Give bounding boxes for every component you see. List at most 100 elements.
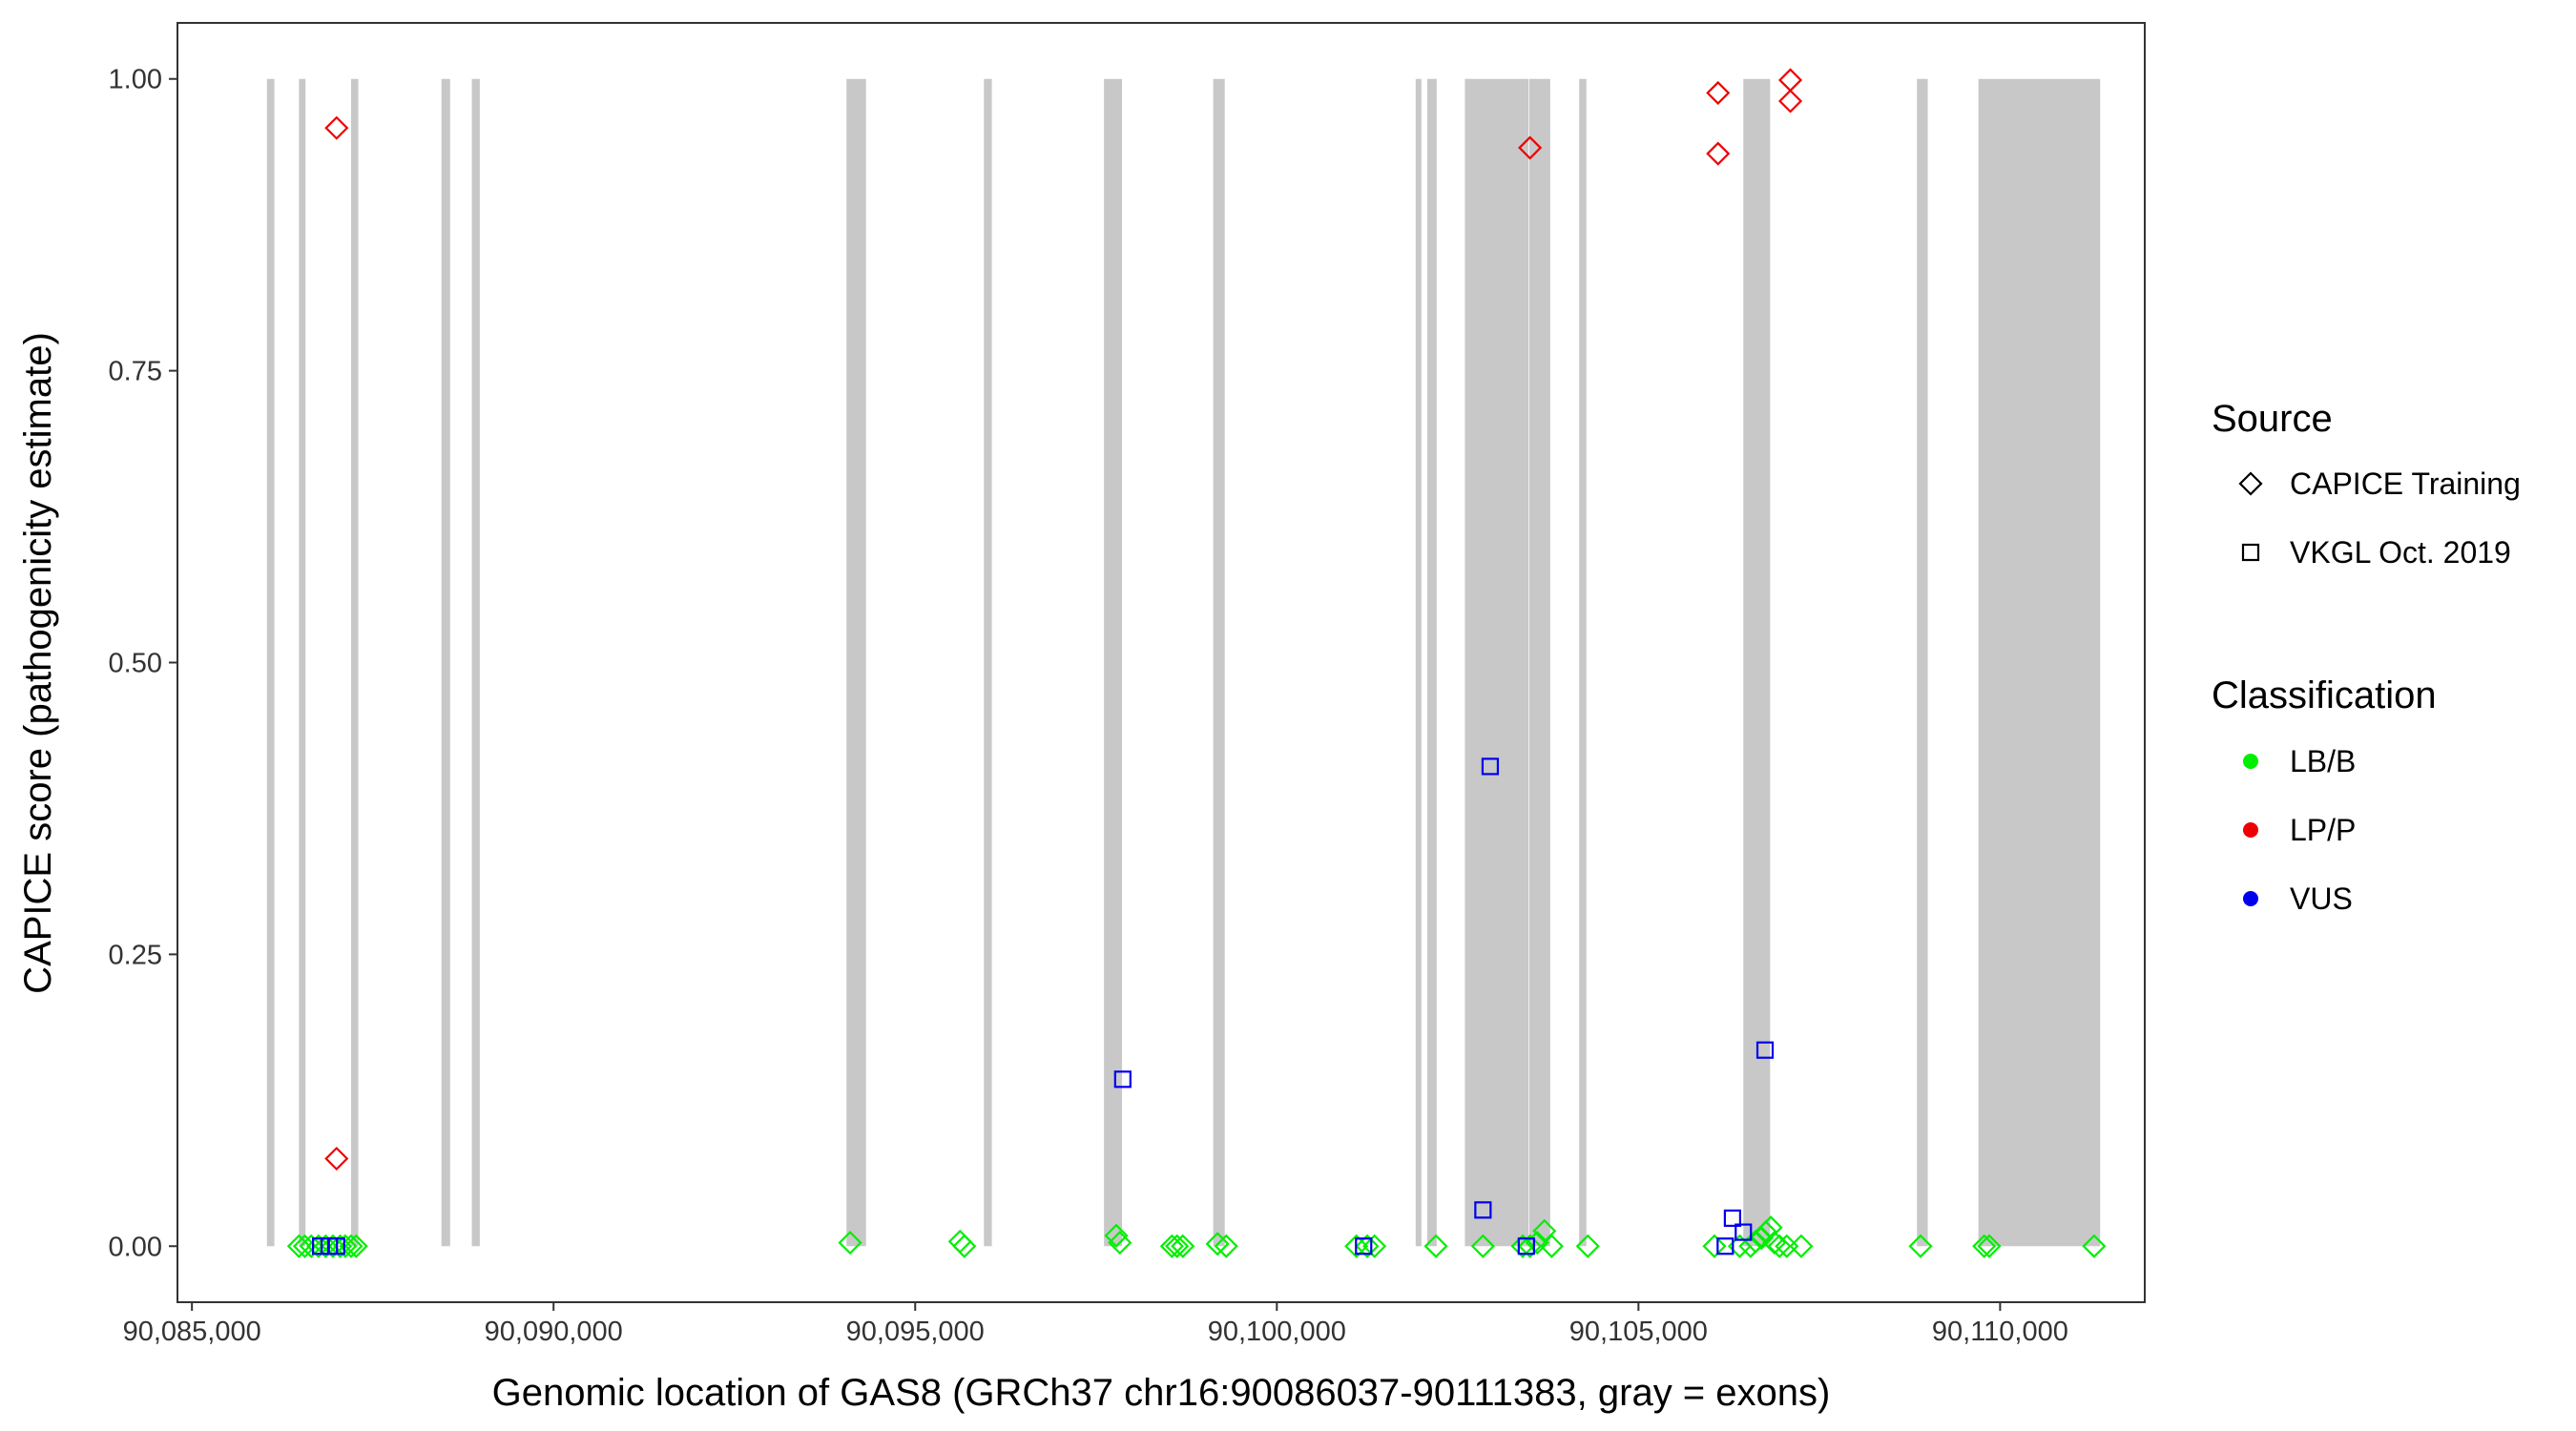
exon-band xyxy=(984,78,992,1247)
lbb-diamond-point xyxy=(1762,1231,1787,1255)
lbb-diamond-point xyxy=(1423,1234,1448,1258)
y-tick-label: 0.00 xyxy=(109,1232,162,1262)
lpp-diamond-point xyxy=(324,115,349,140)
lbb-diamond-point xyxy=(1775,1234,1799,1258)
exon-band xyxy=(1213,78,1225,1247)
lbb-diamond-point xyxy=(1977,1234,2002,1258)
y-axis: 0.00 0.25 0.50 0.75 1.00 xyxy=(109,65,177,1262)
legend-label-classification: VUS xyxy=(2290,881,2353,916)
lpp-diamond-point xyxy=(1777,68,1803,93)
lbb-diamond-point xyxy=(1470,1234,1495,1258)
x-tick-label: 90,095,000 xyxy=(846,1317,985,1347)
exon-band xyxy=(350,78,359,1247)
lpp-diamond-point xyxy=(1777,89,1803,114)
x-tick-label: 90,110,000 xyxy=(1932,1317,2068,1347)
lbb-diamond-point xyxy=(1758,1215,1783,1240)
vus-square-point xyxy=(1723,1209,1741,1228)
vus-square-point xyxy=(327,1237,345,1255)
lpp-diamond-point xyxy=(1518,135,1543,160)
lbb-diamond-point xyxy=(328,1234,353,1258)
lbb-diamond-point xyxy=(1362,1234,1387,1258)
exon-band xyxy=(1528,78,1550,1247)
lbb-diamond-point xyxy=(1575,1234,1600,1258)
exon-band xyxy=(299,78,306,1247)
exon-band xyxy=(471,78,480,1247)
vus-square-point xyxy=(1474,1201,1492,1219)
vus-square-point xyxy=(1481,757,1500,776)
lbb-diamond-point xyxy=(1510,1234,1535,1258)
x-axis-title: Genomic location of GAS8 (GRCh37 chr16:9… xyxy=(492,1372,1831,1414)
lpp-diamond-point xyxy=(1706,80,1731,105)
y-tick-label: 0.50 xyxy=(109,649,162,679)
lpp-diamond-point xyxy=(324,1146,349,1172)
y-axis-title: CAPICE score (pathogenicity estimate) xyxy=(17,332,59,994)
exon-band xyxy=(266,78,275,1247)
legend-class-items: LB/B LP/P VUS xyxy=(2243,744,2356,916)
legend: Source CAPICE Training VKGL Oct. 2019 Cla… xyxy=(2212,398,2521,916)
vus-square-point xyxy=(1113,1070,1132,1089)
lbb-diamond-point xyxy=(1767,1234,1792,1258)
lbb-diamond-point xyxy=(1355,1234,1380,1258)
lbb-diamond-point xyxy=(1214,1234,1238,1258)
lbb-diamond-point xyxy=(1205,1232,1230,1256)
lbb-diamond-point xyxy=(838,1231,862,1255)
exon-layer xyxy=(266,78,2101,1247)
lbb-diamond-point xyxy=(286,1234,311,1258)
lbb-diamond-point xyxy=(1344,1234,1369,1258)
exon-band xyxy=(1426,78,1437,1247)
lbb-diamond-point xyxy=(1754,1220,1778,1245)
vus-square-point xyxy=(1735,1223,1753,1241)
x-tick-label: 90,085,000 xyxy=(123,1317,261,1347)
lbb-diamond-point xyxy=(321,1234,345,1258)
legend-label-source: VKGL Oct. 2019 xyxy=(2290,535,2511,570)
x-tick-label: 90,090,000 xyxy=(485,1317,623,1347)
exon-band xyxy=(1917,78,1928,1247)
point-layer xyxy=(286,68,2107,1258)
exon-band xyxy=(1465,78,1529,1247)
lbb-diamond-point xyxy=(1171,1234,1195,1258)
exon-band xyxy=(846,78,866,1247)
lbb-diamond-point xyxy=(1743,1229,1768,1254)
exon-band xyxy=(1579,78,1587,1247)
lbb-diamond-point xyxy=(952,1234,977,1258)
lbb-diamond-point xyxy=(1702,1234,1727,1258)
x-tick-label: 90,105,000 xyxy=(1569,1317,1708,1347)
y-tick-label: 0.75 xyxy=(109,357,162,387)
exon-band xyxy=(1104,78,1123,1247)
lbb-diamond-point xyxy=(1104,1223,1129,1248)
legend-key-dot xyxy=(2243,754,2258,769)
legend-label-classification: LB/B xyxy=(2290,744,2356,778)
exon-band xyxy=(441,78,450,1247)
lbb-diamond-point xyxy=(1165,1234,1190,1258)
legend-key-dot xyxy=(2243,891,2258,906)
y-tick-label: 1.00 xyxy=(109,65,162,95)
lbb-diamond-point xyxy=(1539,1234,1564,1258)
legend-title-classification: Classification xyxy=(2212,674,2437,716)
lbb-diamond-point xyxy=(1518,1234,1543,1258)
lpp-diamond-point xyxy=(1706,141,1731,166)
vus-square-point xyxy=(1716,1237,1735,1255)
lbb-diamond-point xyxy=(2082,1234,2107,1258)
lbb-diamond-point xyxy=(1789,1234,1814,1258)
lbb-diamond-point xyxy=(1908,1234,1933,1258)
y-tick-label: 0.25 xyxy=(109,940,162,970)
legend-key-square xyxy=(2241,543,2260,562)
legend-title-source: Source xyxy=(2212,398,2333,440)
legend-source-items: CAPICE Training VKGL Oct. 2019 xyxy=(2238,467,2521,570)
legend-key-diamond xyxy=(2238,471,2263,496)
x-axis: 90,085,000 90,090,000 90,095,000 90,100,000… xyxy=(123,1302,2068,1347)
lbb-diamond-point xyxy=(1738,1234,1763,1258)
legend-label-source: CAPICE Training xyxy=(2290,467,2521,501)
lbb-diamond-point xyxy=(1972,1234,1997,1258)
exon-band xyxy=(1978,78,2101,1247)
lbb-diamond-point xyxy=(333,1234,358,1258)
legend-label-classification: LP/P xyxy=(2290,813,2356,847)
lbb-diamond-point xyxy=(1108,1231,1132,1255)
x-tick-label: 90,100,000 xyxy=(1208,1317,1346,1347)
exon-band xyxy=(1743,78,1771,1247)
lbb-diamond-point xyxy=(343,1234,368,1258)
vus-square-point xyxy=(1517,1237,1535,1255)
lbb-diamond-point xyxy=(947,1229,972,1254)
vus-square-point xyxy=(1755,1041,1775,1059)
